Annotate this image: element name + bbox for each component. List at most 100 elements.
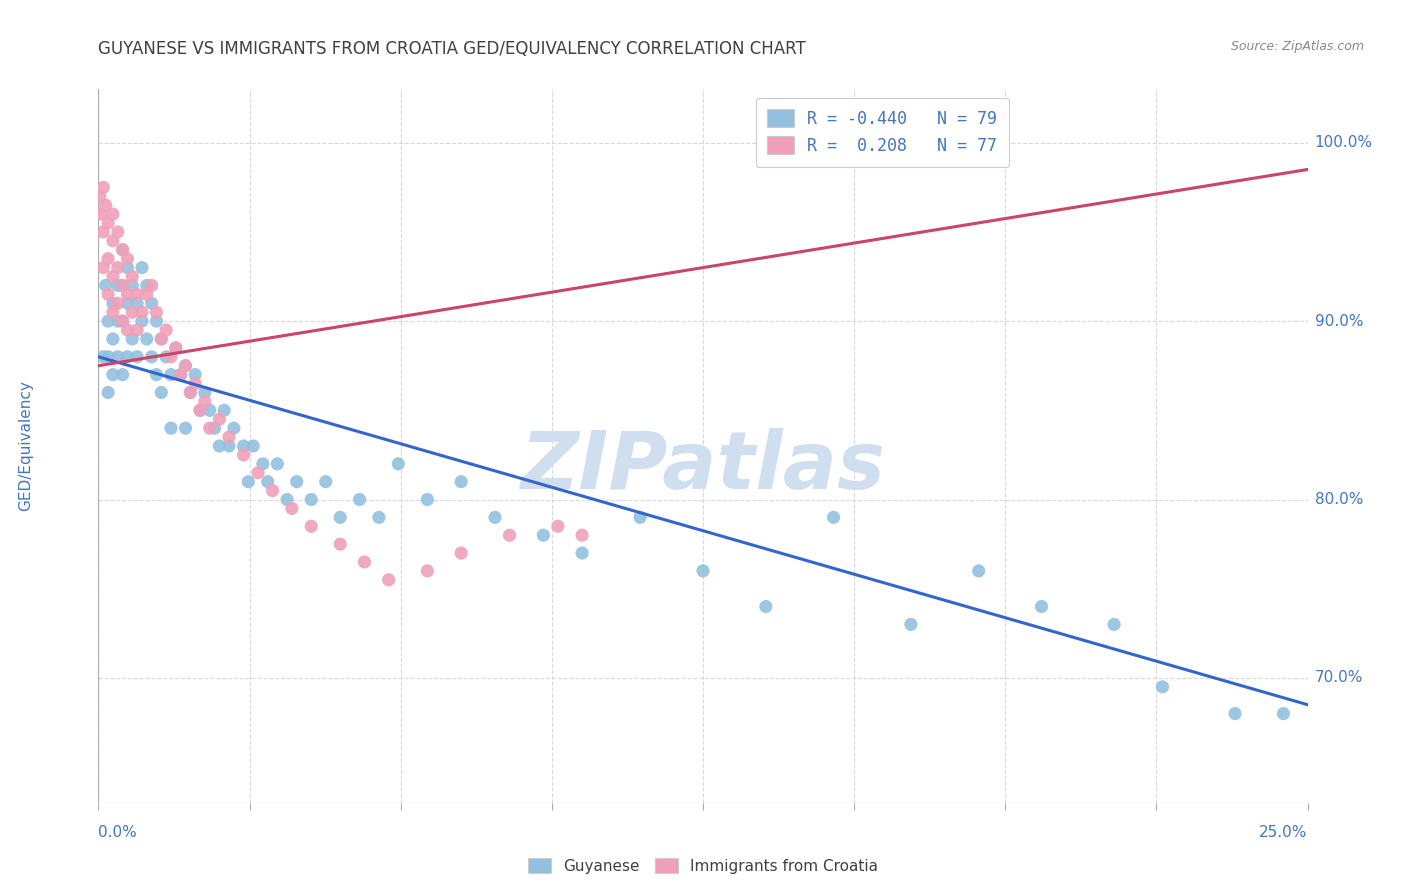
Point xyxy=(256,475,278,489)
Point xyxy=(127,296,149,310)
Point xyxy=(117,260,139,275)
Point xyxy=(97,385,120,400)
Point xyxy=(329,537,352,551)
Point xyxy=(101,207,124,221)
Point xyxy=(1031,599,1053,614)
Point xyxy=(91,225,114,239)
Point xyxy=(131,305,153,319)
Point xyxy=(450,546,472,560)
Point xyxy=(160,350,183,364)
Point xyxy=(198,403,221,417)
Point xyxy=(218,430,240,444)
Point xyxy=(692,564,714,578)
Point xyxy=(101,296,124,310)
Point xyxy=(107,296,129,310)
Point xyxy=(571,546,593,560)
Point xyxy=(416,564,439,578)
Point xyxy=(247,466,270,480)
Point xyxy=(204,421,226,435)
Legend: R = -0.440   N = 79, R =  0.208   N = 77: R = -0.440 N = 79, R = 0.208 N = 77 xyxy=(755,97,1010,167)
Point xyxy=(276,492,298,507)
Point xyxy=(299,519,322,533)
Point xyxy=(127,287,149,301)
Point xyxy=(349,492,371,507)
Point xyxy=(127,323,149,337)
Point xyxy=(131,314,153,328)
Point xyxy=(111,314,134,328)
Point xyxy=(547,519,569,533)
Point xyxy=(97,216,120,230)
Point xyxy=(188,403,211,417)
Point xyxy=(194,394,217,409)
Point xyxy=(755,599,778,614)
Point xyxy=(232,439,254,453)
Point xyxy=(188,403,211,417)
Point xyxy=(107,260,129,275)
Point xyxy=(121,278,143,293)
Point xyxy=(571,528,593,542)
Point xyxy=(150,385,173,400)
Point xyxy=(150,332,173,346)
Point xyxy=(107,278,129,293)
Text: GUYANESE VS IMMIGRANTS FROM CROATIA GED/EQUIVALENCY CORRELATION CHART: GUYANESE VS IMMIGRANTS FROM CROATIA GED/… xyxy=(98,40,806,58)
Point xyxy=(160,421,183,435)
Point xyxy=(179,385,201,400)
Text: GED/Equivalency: GED/Equivalency xyxy=(18,381,32,511)
Point xyxy=(90,207,112,221)
Point xyxy=(131,260,153,275)
Point xyxy=(353,555,375,569)
Point xyxy=(155,323,177,337)
Point xyxy=(252,457,274,471)
Point xyxy=(368,510,391,524)
Point xyxy=(101,269,124,284)
Text: 100.0%: 100.0% xyxy=(1315,136,1372,150)
Point xyxy=(160,368,183,382)
Point xyxy=(377,573,399,587)
Point xyxy=(107,225,129,239)
Point xyxy=(97,314,120,328)
Text: 80.0%: 80.0% xyxy=(1315,492,1362,507)
Point xyxy=(285,475,308,489)
Text: 90.0%: 90.0% xyxy=(1315,314,1362,328)
Point xyxy=(1223,706,1246,721)
Point xyxy=(281,501,304,516)
Point xyxy=(101,332,124,346)
Point xyxy=(823,510,845,524)
Point xyxy=(101,305,124,319)
Point xyxy=(107,350,129,364)
Point xyxy=(198,421,221,435)
Point xyxy=(208,439,231,453)
Point xyxy=(150,332,173,346)
Point xyxy=(145,305,167,319)
Point xyxy=(628,510,651,524)
Point xyxy=(498,528,520,542)
Text: 25.0%: 25.0% xyxy=(1260,825,1308,840)
Point xyxy=(111,368,134,382)
Point xyxy=(97,350,120,364)
Point xyxy=(101,234,124,248)
Point xyxy=(329,510,352,524)
Point xyxy=(111,314,134,328)
Point xyxy=(111,243,134,257)
Point xyxy=(184,376,207,391)
Point xyxy=(967,564,990,578)
Point xyxy=(450,475,472,489)
Point xyxy=(1152,680,1174,694)
Point xyxy=(208,412,231,426)
Point xyxy=(141,278,163,293)
Point xyxy=(127,350,149,364)
Point xyxy=(266,457,288,471)
Point xyxy=(900,617,922,632)
Point xyxy=(97,252,120,266)
Text: ZIPatlas: ZIPatlas xyxy=(520,428,886,507)
Point xyxy=(222,421,245,435)
Point xyxy=(1272,706,1295,721)
Point xyxy=(117,323,139,337)
Point xyxy=(184,368,207,382)
Point xyxy=(111,278,134,293)
Point xyxy=(299,492,322,507)
Point xyxy=(145,368,167,382)
Point xyxy=(121,332,143,346)
Point xyxy=(212,403,235,417)
Point xyxy=(101,368,124,382)
